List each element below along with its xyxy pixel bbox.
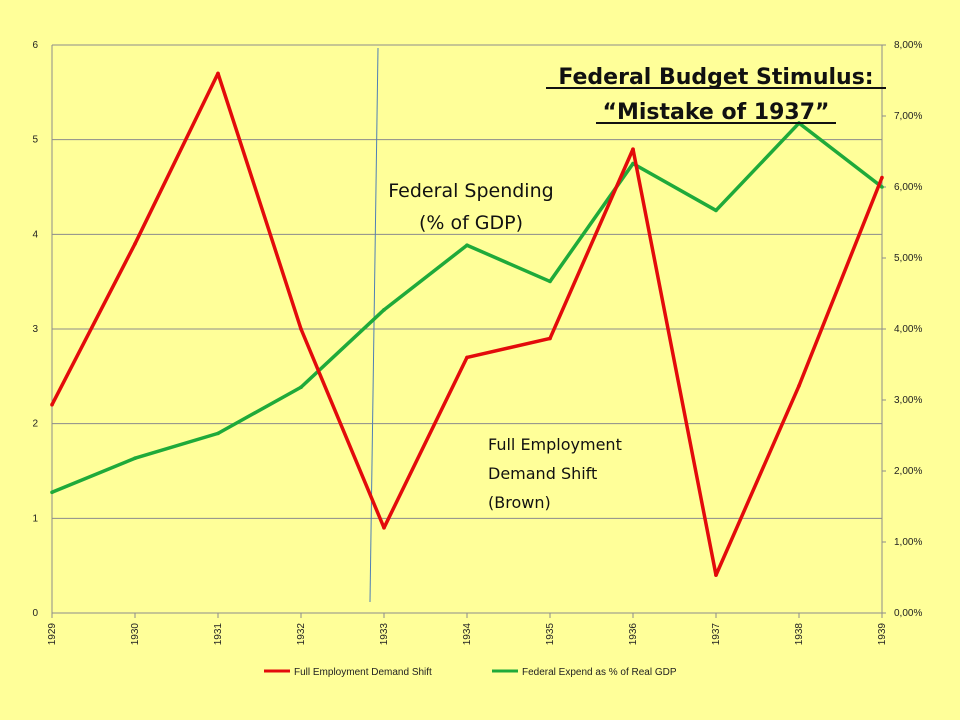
series-line-0 (50, 71, 884, 577)
demand-label-line1: Full Employment (488, 435, 622, 454)
left-tick-label: 5 (32, 135, 38, 146)
demand-label-line3: (Brown) (488, 493, 551, 512)
right-tick-label: 7,00% (894, 111, 922, 122)
series-1-point (465, 243, 469, 248)
left-axis-ticks: 0 1 2 3 4 5 6 (32, 40, 38, 619)
right-tick-label: 2,00% (894, 466, 922, 477)
x-tick-label: 1932 (296, 623, 307, 646)
x-tick-label: 1936 (628, 623, 639, 646)
series-0-point (548, 336, 552, 341)
left-tick-label: 3 (32, 324, 38, 335)
series-0-point (133, 242, 137, 246)
series-1-point (50, 490, 54, 495)
series-1-point (714, 208, 718, 213)
series-0-point (631, 147, 635, 151)
spending-label-line1: Federal Spending (388, 180, 553, 202)
left-tick-label: 0 (32, 608, 38, 619)
series-1-point (548, 279, 552, 284)
right-tick-label: 5,00% (894, 253, 922, 264)
right-tick-label: 1,00% (894, 537, 922, 548)
series-1-point (299, 385, 303, 390)
x-tick-label: 1930 (130, 623, 141, 646)
x-tick-label: 1933 (379, 623, 390, 646)
marker-line (369, 47, 379, 603)
series-1-point (133, 456, 137, 461)
series-0-point (714, 573, 718, 577)
x-tick-label: 1937 (711, 623, 722, 646)
right-tick-label: 3,00% (894, 395, 922, 406)
right-axis-ticks: 0,00% 1,00% 2,00% 3,00% 4,00% 5,00% 6,00% 7,00%… (882, 40, 922, 619)
right-tick-label: 6,00% (894, 182, 922, 193)
demand-label-line2: Demand Shift (488, 464, 597, 483)
series-0-point (797, 384, 801, 388)
spending-label-line2: (% of GDP) (419, 212, 523, 234)
series-0-point (465, 355, 469, 360)
series-0-point (382, 526, 386, 530)
series-0-point (50, 402, 54, 407)
left-tick-label: 6 (32, 40, 38, 51)
legend-label-full-employment: Full Employment Demand Shift (294, 667, 432, 678)
x-tick-label: 1931 (213, 623, 224, 646)
chart-title-line2: “Mistake of 1937” (602, 100, 829, 125)
grid-lines (52, 44, 882, 614)
series-1-point (382, 308, 386, 312)
x-tick-label: 1935 (545, 623, 556, 646)
right-tick-label: 0,00% (894, 608, 922, 619)
chart-title-line1: Federal Budget Stimulus: (558, 65, 873, 90)
left-tick-label: 4 (32, 229, 38, 240)
legend: Full Employment Demand Shift Federal Exp… (264, 667, 677, 678)
left-tick-label: 1 (32, 513, 38, 524)
series-0-point (299, 327, 303, 331)
x-tick-label: 1934 (462, 623, 473, 646)
x-tick-label: 1938 (794, 623, 805, 646)
x-tick-label: 1939 (877, 623, 888, 646)
series-0-point (880, 175, 884, 180)
series-lines (50, 71, 884, 577)
right-tick-label: 4,00% (894, 324, 922, 335)
legend-label-federal-expend: Federal Expend as % of Real GDP (522, 667, 677, 678)
right-tick-label: 8,00% (894, 40, 922, 51)
x-tick-label: 1929 (47, 623, 58, 646)
series-1-point (216, 431, 220, 436)
x-axis-ticks: 1929 1930 1931 1932 1933 1934 1935 1936 1937 1938… (47, 613, 888, 645)
series-0-point (216, 71, 220, 76)
series-line-1 (51, 121, 884, 494)
series-1-point (880, 185, 884, 189)
left-tick-label: 2 (32, 419, 38, 430)
